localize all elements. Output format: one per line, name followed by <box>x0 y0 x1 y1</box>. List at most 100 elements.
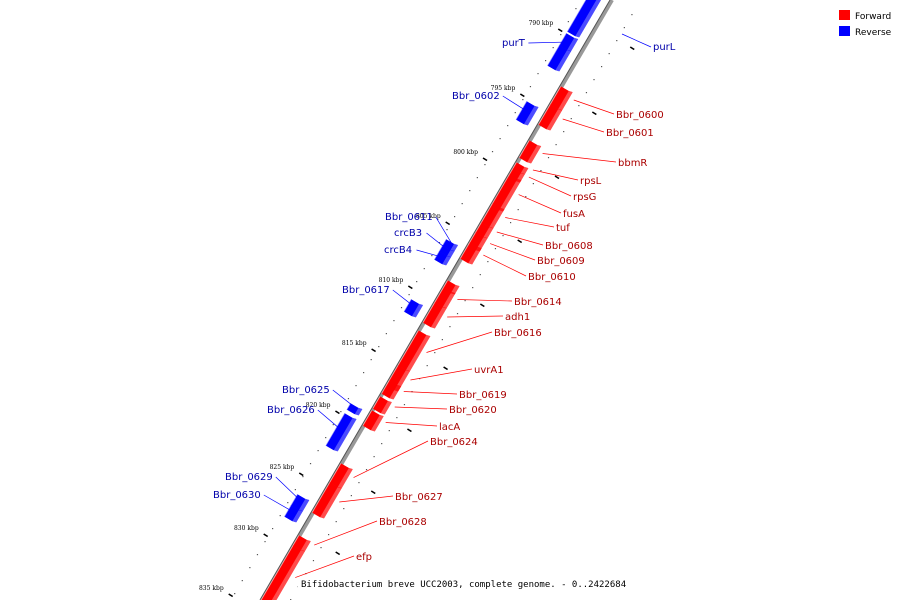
scale-dot <box>454 216 456 218</box>
label-connector <box>518 194 562 214</box>
scale-dot <box>616 40 618 42</box>
label-connector <box>502 95 530 114</box>
scale-dot <box>499 138 501 140</box>
scale-dot <box>472 287 474 289</box>
gene-labels: Bbr_0600 Bbr_0601 bbmR rpsL rpsG fusA tuf Bbr_0… <box>213 33 676 578</box>
forward-gene <box>362 410 384 432</box>
reverse-gene-label: purT <box>502 38 526 49</box>
scale-dot <box>601 66 603 68</box>
label-connector <box>339 495 394 503</box>
legend: Forward Reverse <box>839 10 892 38</box>
scale-dot <box>241 580 243 582</box>
scale-dot <box>343 508 345 510</box>
scale-dot <box>416 281 418 283</box>
forward-gene-label: Bbr_0608 <box>545 241 593 252</box>
label-connector <box>496 231 544 246</box>
forward-gene <box>397 330 431 372</box>
genome-caption: Bifidobacterium breve UCC2003, complete … <box>301 580 626 590</box>
scale-dot <box>358 482 360 484</box>
scale-dot <box>272 528 274 530</box>
forward-gene-label: Bbr_0624 <box>430 437 478 448</box>
scale-dot <box>514 112 516 114</box>
scale-dot <box>363 372 365 374</box>
forward-gene-label: Bbr_0628 <box>379 517 427 528</box>
reverse-gene <box>284 505 304 523</box>
forward-gene-label: rpsG <box>573 192 596 203</box>
scale-dot <box>456 313 459 315</box>
forward-gene <box>481 203 505 229</box>
forward-gene-label: Bbr_0627 <box>395 492 443 503</box>
label-connector <box>353 440 429 478</box>
scale-dot <box>510 222 512 224</box>
forward-gene <box>372 396 393 415</box>
scale-tick <box>519 93 525 98</box>
forward-gene-label: lacA <box>439 422 460 433</box>
label-connector <box>275 476 303 503</box>
forward-gene <box>381 380 402 400</box>
legend-label-reverse: Reverse <box>855 28 892 38</box>
label-connector <box>295 555 355 578</box>
scale-dot <box>312 560 315 562</box>
scale-dot <box>340 411 342 413</box>
scale-dot <box>547 157 550 159</box>
scale-dot <box>494 248 497 250</box>
scale-dot <box>552 47 554 49</box>
forward-gene-label: Bbr_0616 <box>494 328 542 339</box>
scale-dot <box>309 463 312 465</box>
scale-dot <box>502 235 504 237</box>
scale-dot <box>522 99 524 101</box>
scale-dot <box>234 593 236 595</box>
scale-tick-label: 815 kbp <box>342 340 367 347</box>
forward-gene-label: adh1 <box>505 312 530 323</box>
scale-tick-label: 800 kbp <box>453 149 478 156</box>
scale-dot <box>507 125 509 127</box>
label-connector <box>392 289 417 309</box>
label-connector <box>457 299 513 302</box>
scale-tick <box>554 175 560 180</box>
reverse-gene <box>403 299 424 318</box>
scale-dot <box>593 79 595 81</box>
scale-tick-label: 830 kbp <box>234 525 259 532</box>
label-connector <box>410 368 473 381</box>
scale-tick <box>557 28 563 33</box>
scale-tick <box>445 221 451 226</box>
scale-dot <box>302 476 304 478</box>
scale-dot <box>529 86 532 88</box>
forward-gene <box>518 140 542 164</box>
scale-dot <box>347 398 350 400</box>
scale-dot <box>294 489 296 491</box>
scale-tick <box>479 303 485 308</box>
reverse-gene <box>558 33 579 52</box>
forward-gene <box>549 86 573 111</box>
scale-dot <box>256 554 259 556</box>
scale-dot <box>423 268 425 270</box>
scale-dot <box>355 385 357 387</box>
reverse-gene-label: crcB3 <box>394 228 422 239</box>
label-connector <box>483 254 527 277</box>
scale-dots <box>234 8 633 600</box>
scale-tick <box>629 46 635 51</box>
scale-dot <box>479 274 481 276</box>
scale-dot <box>317 450 319 452</box>
scale-dot <box>570 118 572 120</box>
gene-features <box>260 0 602 600</box>
forward-gene-label: rpsL <box>580 176 602 187</box>
scale-dot <box>325 437 327 439</box>
forward-gene-label: Bbr_0609 <box>537 256 585 267</box>
scale-tick <box>228 593 234 598</box>
scale-dot <box>279 515 281 517</box>
scale-dot <box>540 170 542 172</box>
scale-ticks: 790 kbp 795 kbp 800 kbp 805 kbp 810 kbp 815 k… <box>199 20 635 598</box>
scale-dot <box>441 339 443 341</box>
scale-dot <box>249 567 251 569</box>
legend-swatch-forward <box>839 10 850 20</box>
scale-dot <box>537 73 539 75</box>
scale-tick <box>407 428 412 433</box>
scale-dot <box>400 307 403 309</box>
scale-tick-label: 805 kbp <box>416 213 441 220</box>
scale-tick-label: 820 kbp <box>306 402 331 409</box>
label-connector <box>394 406 448 410</box>
scale-dot <box>608 53 610 55</box>
scale-dot <box>388 430 390 432</box>
scale-dot <box>631 14 633 16</box>
